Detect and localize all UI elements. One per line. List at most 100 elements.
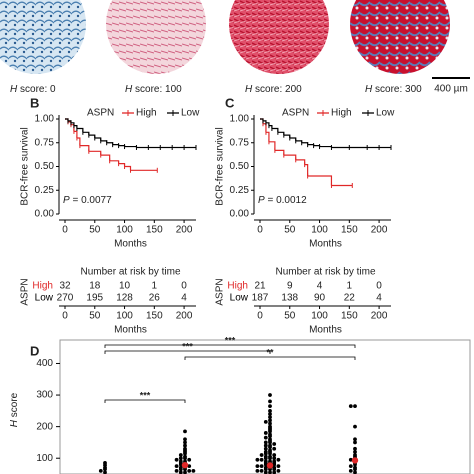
mean-marker (351, 457, 359, 464)
y-tick-label: 300 (36, 390, 53, 401)
data-point (268, 404, 272, 409)
x-tick-label: 150 (146, 225, 163, 236)
survival-step (319, 145, 333, 148)
survival-step (274, 149, 285, 156)
mean-marker (266, 462, 274, 469)
y-axis-label: BCR-free survival (20, 127, 31, 205)
x-axis-label: Months (114, 325, 147, 336)
survival-step (100, 140, 108, 143)
x-tick-label: 100 (311, 311, 328, 322)
data-point (276, 464, 281, 469)
risk-count: 0 (376, 281, 382, 292)
risk-row-axis-label: ASPN (215, 278, 226, 305)
significance-bracket (104, 344, 356, 348)
survival-step (82, 131, 90, 136)
data-point (263, 446, 268, 451)
legend-title: ASPN (87, 108, 114, 119)
data-point (276, 468, 281, 473)
data-point (183, 440, 187, 445)
data-point (353, 462, 357, 467)
data-point (263, 435, 268, 440)
image-label-italic: H (125, 84, 133, 95)
y-tick-label: 100 (36, 453, 53, 464)
x-tick-label: 150 (341, 311, 358, 322)
survival-step (118, 145, 126, 147)
legend-label: High (331, 108, 352, 119)
x-tick-label: 200 (371, 311, 388, 322)
data-point (272, 470, 277, 474)
data-point (255, 468, 260, 473)
data-point (263, 440, 268, 445)
survival-step (307, 144, 315, 146)
risk-count: 1 (152, 281, 158, 292)
survival-step (265, 131, 270, 142)
image-label: H score: 200 (245, 84, 302, 95)
data-point (268, 445, 272, 450)
tissue-images (0, 0, 450, 74)
plot-frame (59, 339, 471, 474)
image-label: H score: 100 (125, 84, 182, 95)
data-point (268, 408, 272, 413)
data-point (183, 451, 187, 456)
panel-label: B (30, 95, 39, 110)
risk-count: 10 (119, 281, 131, 292)
survival-step (76, 137, 81, 146)
risk-count: 128 (116, 293, 133, 304)
risk-row-axis-label: ASPN (20, 278, 31, 305)
risk-count: 4 (181, 293, 187, 304)
data-point (178, 470, 183, 474)
data-point (183, 470, 187, 474)
data-point (348, 464, 353, 469)
y-tick-label: 400 (36, 358, 53, 369)
data-point (191, 468, 196, 473)
significance-bracket (104, 399, 186, 403)
x-tick-label: 100 (116, 311, 133, 322)
significance-bracket (184, 356, 356, 360)
survival-step (295, 140, 303, 143)
data-point (103, 470, 107, 474)
x-axis-label: Months (309, 239, 342, 250)
y-axis-label-text: score (9, 392, 20, 420)
data-point (259, 468, 264, 473)
significance-label: ** (266, 347, 274, 357)
tissue-image (0, 0, 86, 74)
data-point (178, 456, 183, 461)
legend-label: Low (181, 108, 200, 119)
data-point (272, 446, 277, 451)
y-tick-label: 1.00 (35, 114, 55, 125)
y-tick-label: 0.25 (230, 185, 250, 196)
survival-step (124, 165, 132, 171)
data-point (187, 468, 192, 473)
risk-count: 4 (376, 293, 382, 304)
scale-bar-label: 400 µm (434, 84, 468, 95)
data-point (268, 399, 272, 404)
data-point (268, 440, 272, 445)
data-point (268, 451, 272, 456)
data-point (268, 434, 272, 439)
data-point (187, 457, 192, 462)
survival-step (124, 145, 138, 148)
data-point (268, 470, 272, 474)
image-label-italic: H (10, 84, 18, 95)
data-point (259, 453, 264, 457)
risk-table-title: Number at risk by time (275, 267, 375, 278)
risk-count: 187 (252, 293, 269, 304)
data-point (272, 462, 277, 467)
data-point (353, 437, 357, 442)
y-tick-label: 0.00 (230, 209, 250, 220)
tissue-image (350, 0, 450, 74)
risk-row-name: High (227, 281, 248, 292)
image-label-text: score: 0 (17, 84, 56, 95)
legend-title: ASPN (282, 108, 309, 119)
x-tick-label: 0 (257, 311, 263, 322)
data-point (353, 440, 357, 445)
p-symbol: P (258, 195, 265, 206)
data-point (348, 457, 353, 462)
survival-step (76, 127, 84, 133)
data-point (259, 464, 264, 469)
data-point (353, 449, 357, 454)
data-point (272, 456, 277, 461)
risk-count: 138 (281, 293, 298, 304)
p-value: P = 0.0012 (258, 195, 307, 206)
risk-count: 195 (86, 293, 103, 304)
